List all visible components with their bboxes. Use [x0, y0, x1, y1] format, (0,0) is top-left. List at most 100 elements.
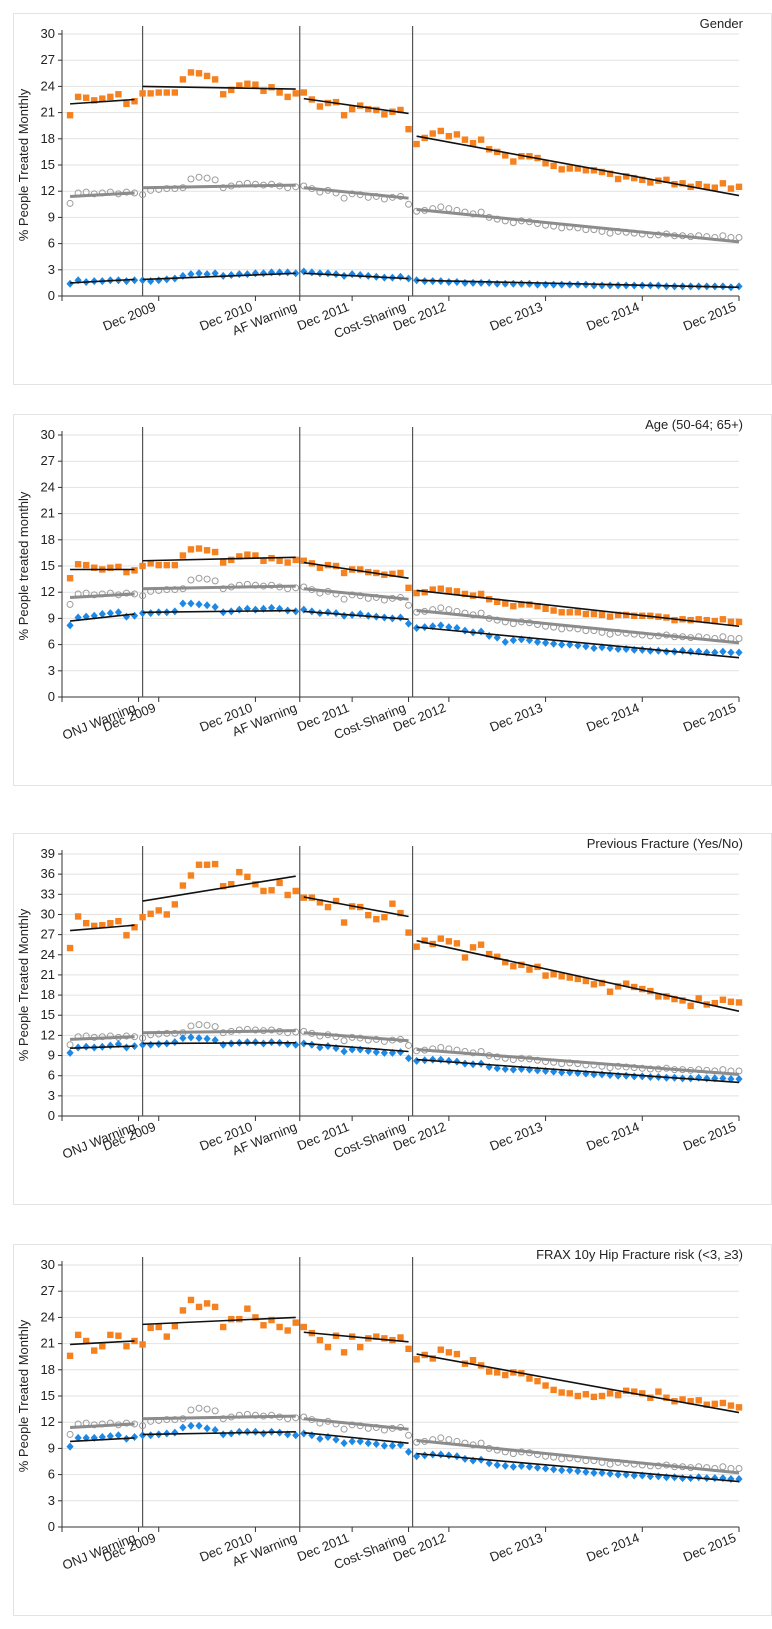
data-point-high [115, 91, 122, 98]
data-point-high [308, 894, 316, 901]
data-point-low [356, 1437, 364, 1446]
data-point-low [598, 643, 606, 652]
data-point-high [590, 1393, 598, 1401]
data-point-overall [195, 173, 203, 181]
y-tick-label: 6 [48, 236, 55, 251]
data-point-low [509, 1065, 517, 1074]
data-point-high [179, 76, 187, 83]
data-point-high [139, 562, 146, 570]
data-point-low [413, 624, 421, 633]
data-point-low [163, 275, 171, 284]
data-point-low [429, 1055, 437, 1064]
y-tick-label: 3 [48, 262, 55, 277]
data-point-high [252, 552, 259, 559]
data-point-high [711, 184, 719, 191]
trend-line-high [416, 135, 740, 197]
data-point-high [228, 1315, 235, 1323]
data-point-high [316, 899, 324, 906]
trend-line-high [70, 1340, 135, 1346]
y-axis-title: % People Treated Monthly [16, 1319, 31, 1472]
y-axis-title: % People Treated Monthly [16, 88, 31, 241]
data-point-low [533, 280, 542, 289]
data-point-high [236, 1315, 243, 1323]
data-point-high [131, 924, 138, 931]
data-point-overall [195, 574, 203, 582]
data-point-high [413, 140, 420, 148]
data-point-high [494, 598, 501, 606]
data-point-high [163, 89, 170, 96]
data-point-high [502, 1371, 509, 1379]
data-point-high [268, 1316, 275, 1324]
y-tick-label: 21 [41, 105, 55, 120]
data-point-high [123, 568, 130, 576]
data-point-high [219, 1323, 227, 1331]
data-point-low [316, 1434, 324, 1443]
data-point-high [494, 1369, 501, 1376]
data-point-high [429, 1355, 436, 1362]
data-point-high [421, 589, 428, 596]
data-point-low [324, 269, 332, 278]
data-point-high [365, 911, 372, 919]
data-point-high [502, 958, 509, 966]
data-point-high [429, 130, 436, 137]
y-tick-label: 18 [41, 532, 55, 547]
y-tick-label: 24 [41, 947, 55, 962]
data-point-high [324, 903, 332, 911]
data-point-low [574, 280, 582, 289]
trend-line-high [416, 1353, 740, 1414]
data-point-high [147, 910, 154, 917]
y-tick-label: 15 [41, 1007, 55, 1022]
data-point-overall [405, 1041, 413, 1049]
data-point-high [405, 584, 412, 592]
chart-title: Age (50-64; 65+) [645, 417, 743, 432]
data-point-high [357, 102, 364, 109]
data-point-high [711, 617, 719, 625]
data-point-low [461, 626, 469, 635]
data-point-overall [195, 1021, 203, 1029]
data-point-low [711, 648, 719, 657]
data-point-overall [139, 592, 147, 600]
data-point-low [614, 644, 622, 653]
data-point-low [396, 613, 405, 622]
data-point-overall [292, 584, 300, 592]
trend-line-low [416, 1058, 740, 1084]
data-point-low [582, 642, 590, 651]
data-point-high [679, 997, 686, 1004]
data-point-low [574, 1467, 582, 1476]
data-point-high [82, 561, 90, 569]
data-point-high [244, 80, 251, 87]
data-point-high [244, 1305, 251, 1312]
data-point-low [179, 1423, 187, 1432]
data-point-low [525, 1065, 534, 1074]
data-point-high [139, 90, 146, 97]
data-point-low [719, 1474, 727, 1483]
data-point-overall [292, 183, 300, 191]
data-point-high [348, 105, 356, 113]
data-point-high [373, 915, 380, 923]
data-point-high [82, 919, 90, 927]
y-tick-label: 24 [41, 1309, 55, 1324]
data-point-high [332, 98, 340, 106]
data-point-low [461, 278, 469, 287]
data-point-high [260, 887, 267, 895]
data-point-high [123, 100, 130, 108]
data-point-high [631, 174, 638, 182]
data-point-high [203, 861, 211, 868]
data-point-low [598, 1468, 606, 1477]
data-point-high [340, 919, 348, 926]
data-point-high [485, 1368, 493, 1375]
data-point-high [614, 983, 622, 990]
trend-line-low [142, 272, 296, 281]
data-point-low [558, 1466, 566, 1475]
y-tick-label: 6 [48, 1068, 55, 1083]
data-point-low [90, 1433, 98, 1442]
data-point-low [82, 1433, 90, 1442]
data-point-high [502, 600, 509, 607]
data-point-high [534, 1377, 541, 1385]
data-point-high [187, 1296, 195, 1304]
trend-line-low [303, 1431, 409, 1444]
data-point-high [574, 1392, 582, 1400]
data-point-high [558, 973, 565, 980]
data-point-overall [445, 1436, 453, 1444]
data-point-high [276, 1323, 283, 1331]
